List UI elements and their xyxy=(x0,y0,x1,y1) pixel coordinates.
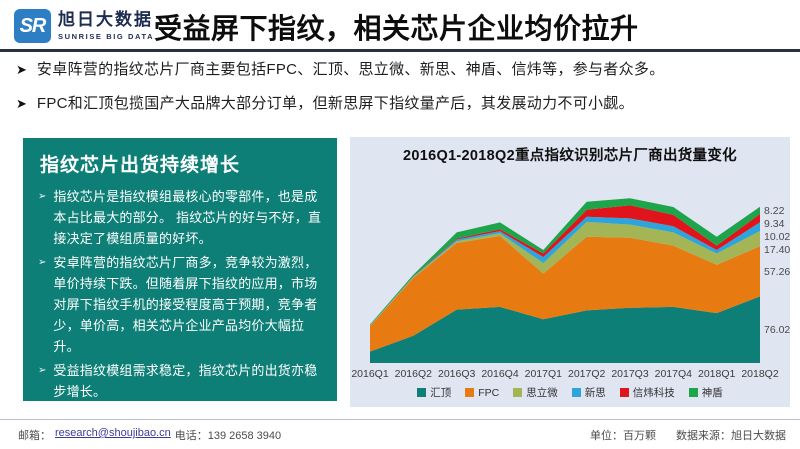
summary-panel: 指纹芯片出货持续增长 ➢ 指纹芯片是指纹模组最核心的零部件，也是成本占比最大的部… xyxy=(23,138,337,401)
list-item: ➢ 指纹芯片是指纹模组最核心的零部件，也是成本占比最大的部分。 指纹芯片的好与不… xyxy=(37,186,323,249)
svg-text:17.40: 17.40 xyxy=(764,244,790,256)
svg-text:2017Q2: 2017Q2 xyxy=(568,368,606,380)
bullet-text: FPC和汇顶包揽国产大品牌大部分订单，但新思屏下指纹量产后，其发展动力不可小觑。 xyxy=(36,95,634,113)
svg-text:2016Q4: 2016Q4 xyxy=(481,368,519,380)
svg-text:8.22: 8.22 xyxy=(764,205,785,217)
arrow-bullet-icon: ➢ xyxy=(38,257,47,269)
arrow-bullet-icon: ➤ xyxy=(16,62,27,77)
chart-panel: 2016Q1-2018Q2重点指纹识别芯片厂商出货量变化 2016Q1 2016Q… xyxy=(350,137,790,407)
legend-swatch-icon xyxy=(688,388,698,397)
legend-item: 汇顶 xyxy=(417,385,451,400)
panel-bullet-text: 指纹芯片是指纹模组最核心的零部件，也是成本占比最大的部分。 指纹芯片的好与不好，… xyxy=(53,189,322,247)
legend-swatch-icon xyxy=(619,388,629,397)
chart-legend: 汇顶 FPC 思立微 新思 信炜科技 神盾 xyxy=(350,385,790,400)
legend-swatch-icon xyxy=(513,388,523,397)
email-label: 邮箱： xyxy=(18,430,51,442)
svg-text:2017Q1: 2017Q1 xyxy=(525,368,563,380)
phone-text: 电话：139 2658 3940 xyxy=(174,430,282,442)
legend-item: 思立微 xyxy=(513,385,558,400)
svg-text:9.34: 9.34 xyxy=(764,218,785,230)
legend-label: 思立微 xyxy=(526,387,558,399)
svg-text:57.26: 57.26 xyxy=(764,266,790,278)
list-item: ➢ 受益指纹模组需求稳定，指纹芯片的出货亦稳步增长。 xyxy=(37,360,323,402)
legend-item: 信炜科技 xyxy=(619,385,675,400)
svg-text:2018Q2: 2018Q2 xyxy=(741,368,779,380)
unit-text: 单位：百万颗 xyxy=(590,430,656,442)
brand-text: 旭日大数据 SUNRISE BIG DATA xyxy=(58,10,155,41)
svg-text:2017Q4: 2017Q4 xyxy=(655,368,693,380)
footer-divider xyxy=(0,419,800,420)
arrow-bullet-icon: ➤ xyxy=(16,96,27,112)
arrow-bullet-icon: ➢ xyxy=(38,365,47,377)
page-title: 受益屏下指纹，相关芯片企业均价拉升 xyxy=(154,13,639,44)
list-item: ➤ FPC和汇顶包揽国产大品牌大部分订单，但新思屏下指纹量产后，其发展动力不可小… xyxy=(16,94,792,114)
legend-item: 神盾 xyxy=(688,385,723,400)
brand: SR 旭日大数据 SUNRISE BIG DATA xyxy=(14,9,154,43)
legend-swatch-icon xyxy=(417,388,427,397)
footer: 邮箱： research@shoujibao.cn 电话：139 2658 39… xyxy=(18,427,786,443)
source-text: 数据来源：旭日大数据 xyxy=(676,430,786,442)
arrow-bullet-icon: ➢ xyxy=(38,191,47,202)
chart-title: 2016Q1-2018Q2重点指纹识别芯片厂商出货量变化 xyxy=(403,148,737,164)
list-item: ➤ 安卓阵营的指纹芯片厂商主要包括FPC、汇顶、思立微、新思、神盾、信炜等，参与… xyxy=(16,60,792,80)
stacked-area-chart: 2016Q1 2016Q2 2016Q3 2016Q4 2017Q1 2017Q2 2017… xyxy=(351,198,790,380)
panel-title: 指纹芯片出货持续增长 xyxy=(40,155,241,176)
panel-bullet-text: 受益指纹模组需求稳定，指纹芯片的出货亦稳步增长。 xyxy=(53,363,318,400)
header: SR 旭日大数据 SUNRISE BIG DATA 受益屏下指纹，相关芯片企业均… xyxy=(0,0,800,52)
legend-item: 新思 xyxy=(571,385,606,400)
email-link[interactable]: research@shoujibao.cn xyxy=(55,427,171,439)
sunrise-logo-icon: SR xyxy=(14,9,51,43)
footer-contact: 邮箱： research@shoujibao.cn 电话：139 2658 39… xyxy=(18,427,281,443)
bullet-text: 安卓阵营的指纹芯片厂商主要包括FPC、汇顶、思立微、新思、神盾、信炜等，参与者众… xyxy=(36,61,665,78)
svg-text:76.02: 76.02 xyxy=(764,324,790,336)
svg-text:2016Q2: 2016Q2 xyxy=(395,368,433,380)
svg-text:2018Q1: 2018Q1 xyxy=(698,368,736,380)
legend-label: 神盾 xyxy=(701,387,723,399)
svg-text:2016Q3: 2016Q3 xyxy=(438,368,476,380)
legend-label: 汇顶 xyxy=(430,387,452,399)
brand-name-cn: 旭日大数据 xyxy=(58,10,153,30)
svg-text:2016Q1: 2016Q1 xyxy=(351,368,389,380)
footer-meta: 单位：百万颗 数据来源：旭日大数据 xyxy=(590,427,786,443)
legend-label: 新思 xyxy=(584,387,606,399)
legend-label: FPC xyxy=(478,386,500,399)
panel-bullet-text: 安卓阵营的指纹芯片厂商多，竞争较为激烈，单价持续下跌。但随着屏下指纹的应用，市场… xyxy=(53,255,318,355)
svg-text:2017Q3: 2017Q3 xyxy=(611,368,649,380)
legend-swatch-icon xyxy=(465,388,475,397)
list-item: ➢ 安卓阵营的指纹芯片厂商多，竞争较为激烈，单价持续下跌。但随着屏下指纹的应用，… xyxy=(37,252,323,357)
intro-bullets: ➤ 安卓阵营的指纹芯片厂商主要包括FPC、汇顶、思立微、新思、神盾、信炜等，参与… xyxy=(16,60,792,129)
legend-item: FPC xyxy=(465,387,499,399)
svg-text:10.02: 10.02 xyxy=(764,231,790,243)
legend-label: 信炜科技 xyxy=(632,387,675,399)
brand-name-en: SUNRISE BIG DATA xyxy=(58,31,155,41)
legend-swatch-icon xyxy=(571,388,581,397)
